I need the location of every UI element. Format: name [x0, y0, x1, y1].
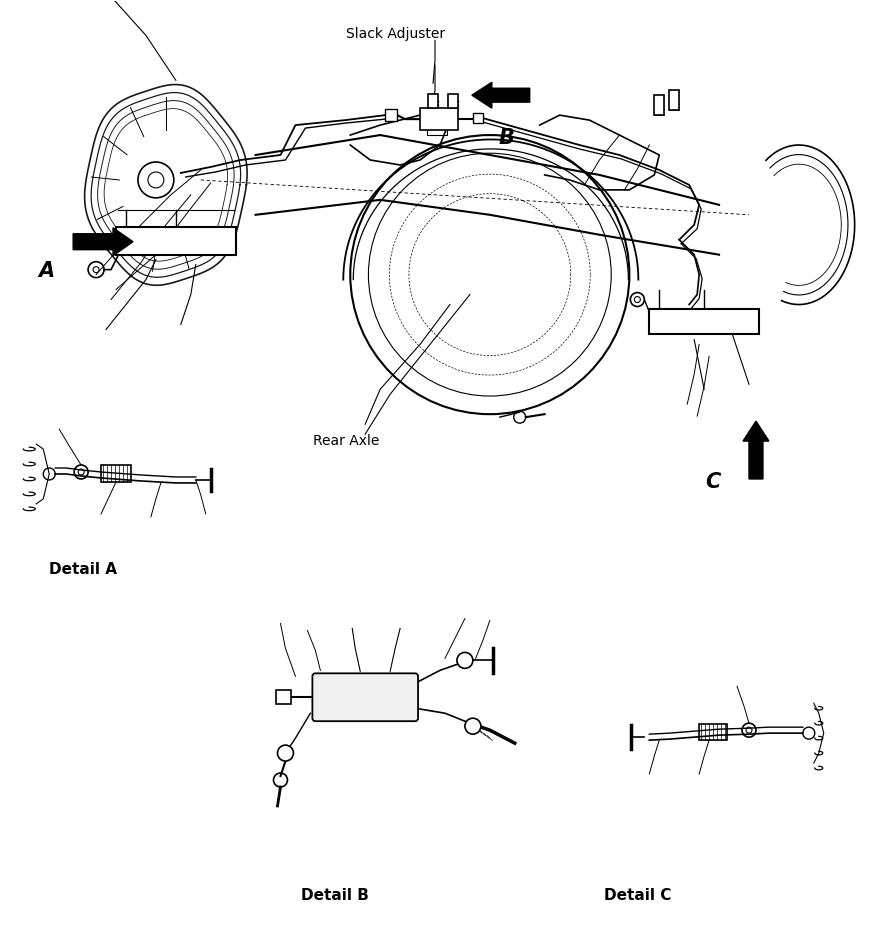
Circle shape: [514, 411, 526, 423]
Circle shape: [742, 723, 756, 737]
Text: Detail A: Detail A: [49, 562, 117, 577]
Bar: [275, 690, 291, 704]
Circle shape: [465, 718, 481, 734]
FancyArrow shape: [743, 421, 769, 479]
Bar: [473, 113, 483, 123]
Text: Detail C: Detail C: [604, 888, 672, 903]
Bar: [420, 108, 458, 130]
Text: A: A: [38, 262, 55, 281]
Bar: [700, 724, 727, 740]
Circle shape: [277, 745, 294, 761]
Bar: [448, 94, 458, 108]
Text: C: C: [706, 472, 721, 492]
Bar: [669, 91, 680, 110]
Bar: [654, 95, 664, 115]
Text: Slack Adjuster: Slack Adjuster: [346, 26, 445, 40]
Bar: [101, 465, 131, 482]
Circle shape: [88, 262, 104, 277]
Circle shape: [457, 653, 473, 669]
Text: Detail B: Detail B: [301, 888, 368, 903]
Bar: [428, 94, 438, 108]
Circle shape: [126, 235, 136, 246]
Text: B: B: [499, 128, 514, 149]
FancyArrow shape: [472, 82, 530, 108]
Bar: [649, 308, 759, 334]
Bar: [116, 227, 235, 255]
Circle shape: [74, 465, 88, 479]
Bar: [427, 127, 447, 135]
FancyArrow shape: [73, 228, 133, 256]
Circle shape: [803, 728, 815, 739]
Circle shape: [660, 317, 669, 327]
Circle shape: [43, 468, 56, 480]
Bar: [385, 109, 397, 121]
FancyBboxPatch shape: [312, 673, 418, 721]
Text: Rear Axle: Rear Axle: [313, 434, 380, 448]
Circle shape: [436, 125, 446, 135]
Circle shape: [630, 292, 644, 306]
Circle shape: [274, 773, 288, 787]
